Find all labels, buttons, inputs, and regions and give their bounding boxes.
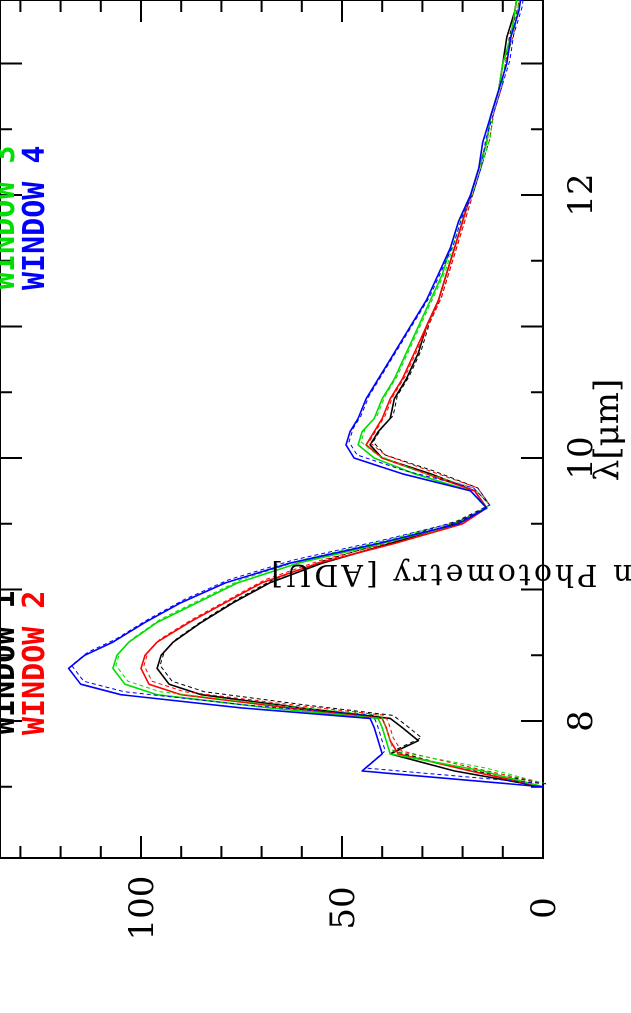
axis-ticks [0, 0, 544, 858]
x-tick-label: 12 [561, 173, 601, 216]
plot-frame [0, 0, 544, 859]
series-lines [67, 0, 547, 788]
series-error-line [70, 0, 547, 785]
y-tick-label: 0 [524, 897, 564, 919]
series-line [112, 0, 544, 788]
series-error-line [115, 0, 547, 785]
y-tick-label: 100 [122, 876, 162, 941]
legend-entry: WINDOW 4 [17, 146, 52, 291]
series-line [67, 0, 544, 788]
y-axis-label: Mean Photometry [ADU] [268, 557, 631, 592]
series-line [156, 0, 544, 788]
x-axis-label: λ[μm] [587, 379, 627, 481]
legend-entry: WINDOW 2 [17, 591, 52, 736]
legend-entry: WINDOW 1 [0, 591, 22, 736]
series-error-line [159, 0, 547, 785]
legend: WINDOW 1WINDOW 2 WINDOW 3WINDOW 4 [0, 146, 52, 736]
series-error-line [143, 0, 547, 785]
legend-entry: WINDOW 3 [0, 146, 22, 291]
x-tick-label: 8 [561, 710, 601, 732]
y-tick-label: 50 [323, 886, 363, 929]
tick-labels: 8 10 12 0 50 100 [122, 173, 601, 940]
x-tick-label: 10 [561, 436, 601, 479]
series-line [140, 0, 544, 788]
